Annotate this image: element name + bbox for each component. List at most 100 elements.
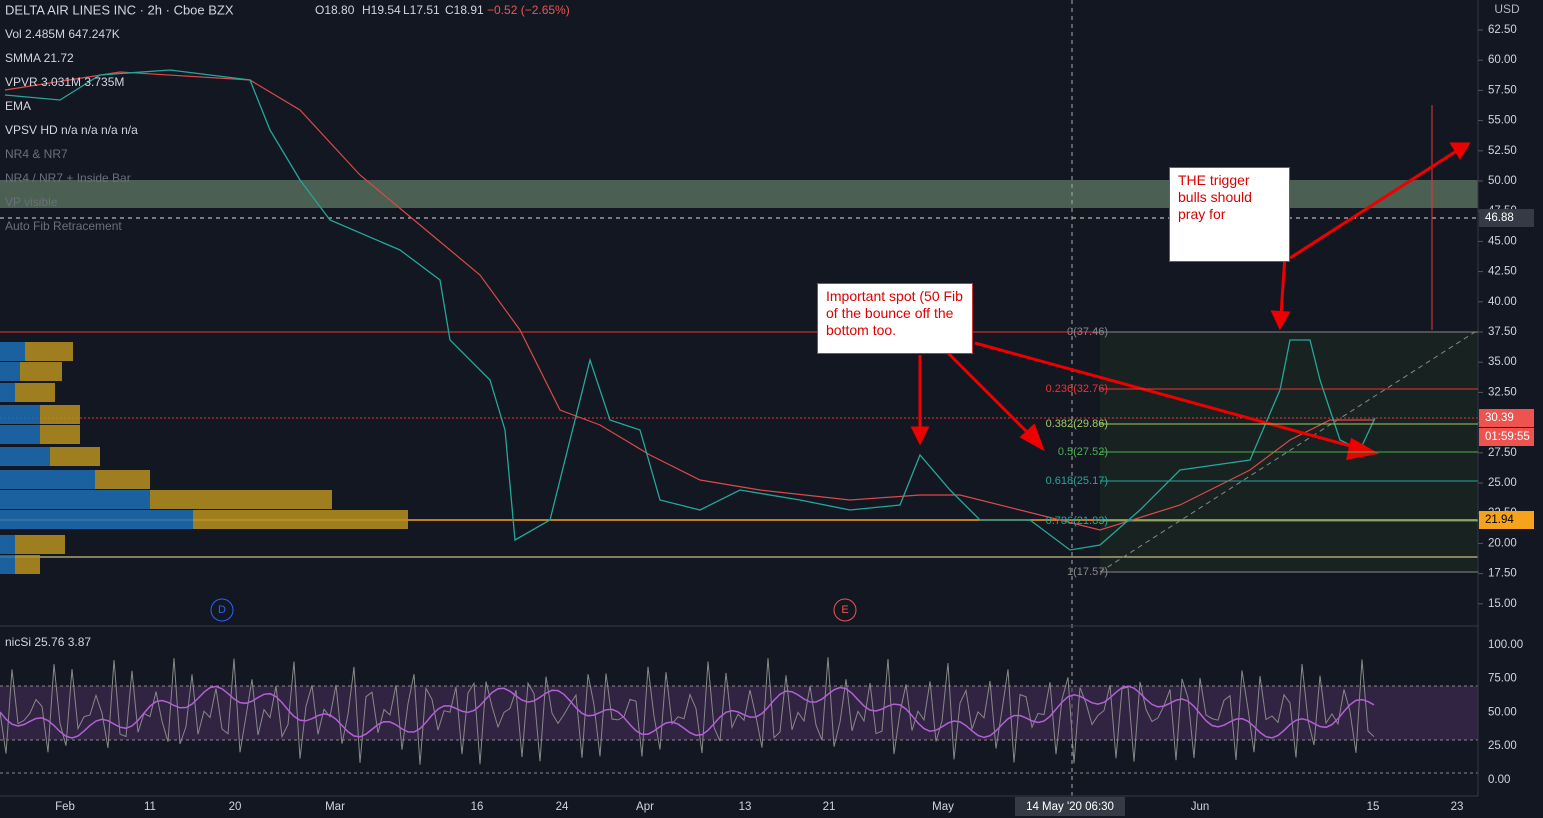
osc-tick-label: 100.00 (1488, 639, 1523, 651)
event-label: E (841, 604, 848, 616)
osc-tick-label: 25.00 (1488, 740, 1517, 752)
vp-sell (40, 425, 80, 444)
price-tick-label: 57.50 (1488, 84, 1517, 96)
price-tick-label: 62.50 (1488, 24, 1517, 36)
indicator-label: VPVR 3.031M 3.735M (5, 75, 124, 89)
price-tick-label: 17.50 (1488, 568, 1517, 580)
crosshair-time-badge (1015, 797, 1125, 816)
vp-sell (50, 447, 100, 466)
annotation: Important spot (50 Fib of the bounce off… (817, 283, 973, 354)
fib-label: 0(37.46) (1067, 326, 1108, 338)
indicator-label: EMA (5, 99, 31, 113)
time-tick-label: 13 (739, 801, 752, 813)
price-badge (1479, 409, 1534, 427)
indicator-label: NR4 / NR7 + Inside Bar (5, 171, 131, 185)
arrows (910, 142, 1471, 460)
quote: O18.80 (315, 3, 355, 17)
fib-label: 0.786(21.83) (1046, 515, 1108, 527)
osc-tick-label: 75.00 (1488, 673, 1517, 685)
vp-sell (150, 490, 332, 509)
vp-sell (95, 470, 150, 489)
volume-profile (0, 342, 408, 574)
price-tick-label: 52.50 (1488, 145, 1517, 157)
vp-buy (0, 447, 50, 466)
time-tick-label: May (932, 801, 954, 813)
vp-buy (0, 490, 150, 509)
price-tick-label: 27.50 (1488, 447, 1517, 459)
vp-sell (15, 555, 40, 574)
price-tick-label: 35.00 (1488, 356, 1517, 368)
vp-buy (0, 383, 15, 402)
smma-line (4, 71, 1375, 531)
indicator-label: NR4 & NR7 (5, 147, 68, 161)
time-tick-label: Mar (325, 801, 345, 813)
time-tick-label: 11 (144, 801, 156, 813)
time-tick-label: 23 (1451, 801, 1464, 813)
indicator-label: Auto Fib Retracement (5, 219, 122, 233)
price-badge-label: 30.39 (1485, 412, 1514, 424)
quote: −0.52 (−2.65%) (487, 3, 570, 17)
vp-sell (15, 535, 65, 554)
price-badge-label: 21.94 (1485, 514, 1514, 526)
oscillator-label: nicSi 25.76 3.87 (5, 635, 91, 649)
price-badge (1479, 511, 1534, 529)
price-line (4, 69, 1376, 551)
fib-label: 0.236(32.76) (1046, 383, 1108, 395)
symbol: DELTA AIR LINES INC · 2h · Cboe BZX (5, 2, 234, 17)
price-tick-label: 45.00 (1488, 235, 1517, 247)
vp-buy (0, 510, 193, 529)
price-tick-label: 60.00 (1488, 54, 1517, 66)
quote: H19.54 (362, 3, 401, 17)
fib-label: 0.618(25.17) (1046, 475, 1108, 487)
vp-sell (25, 342, 73, 361)
price-tick-label: 40.00 (1488, 296, 1517, 308)
rsi-fast (0, 657, 1375, 765)
vp-buy (0, 425, 40, 444)
time-tick-label: 24 (556, 801, 569, 813)
price-badge (1479, 209, 1534, 227)
vp-sell (40, 405, 80, 424)
price-tick-label: 55.00 (1488, 115, 1517, 127)
trend-line (1099, 329, 1479, 573)
indicator-label: Vol 2.485M 647.247K (5, 27, 120, 41)
indicator-label: VPSV HD n/a n/a n/a n/a (5, 123, 138, 137)
indicator-label: SMMA 21.72 (5, 51, 74, 65)
crosshair-time: 14 May '20 06:30 (1026, 801, 1114, 813)
price-tick-label: 15.00 (1488, 598, 1517, 610)
fib-label: 1(17.57) (1067, 566, 1108, 578)
price-badge-label: 01:59:55 (1485, 431, 1530, 443)
osc-tick-label: 0.00 (1488, 774, 1510, 786)
time-tick-label: 16 (471, 801, 484, 813)
vp-buy (0, 342, 25, 361)
time-tick-label: Feb (55, 801, 75, 813)
event-marker (833, 598, 857, 622)
price-tick-label: 20.00 (1488, 537, 1517, 549)
time-tick-label: 20 (229, 801, 242, 813)
vp-buy (0, 470, 95, 489)
currency: USD (1494, 2, 1520, 16)
fib-label: 0.382(29.86) (1046, 418, 1108, 430)
quote: L17.51 (403, 3, 440, 17)
time-tick-label: 15 (1367, 801, 1380, 813)
vp-sell (193, 510, 408, 529)
fib-label: 0.5(27.52) (1058, 446, 1108, 458)
price-tick-label: 37.50 (1488, 326, 1517, 338)
price-badge (1479, 428, 1534, 446)
time-tick-label: 21 (823, 801, 836, 813)
vp-sell (20, 362, 62, 381)
vp-buy (0, 555, 15, 574)
price-badge-label: 46.88 (1485, 212, 1514, 224)
price-tick-label: 25.00 (1488, 477, 1517, 489)
event-marker (210, 598, 234, 622)
vp-sell (15, 383, 55, 402)
rsi-slow (0, 685, 1375, 739)
time-tick-label: Apr (636, 801, 654, 813)
time-tick-label: Jun (1191, 801, 1210, 813)
price-tick-label: 32.50 (1488, 386, 1517, 398)
indicator-label: VP visible (5, 195, 58, 209)
vp-buy (0, 362, 20, 381)
price-tick-label: 50.00 (1488, 175, 1517, 187)
price-tick-label: 42.50 (1488, 266, 1517, 278)
